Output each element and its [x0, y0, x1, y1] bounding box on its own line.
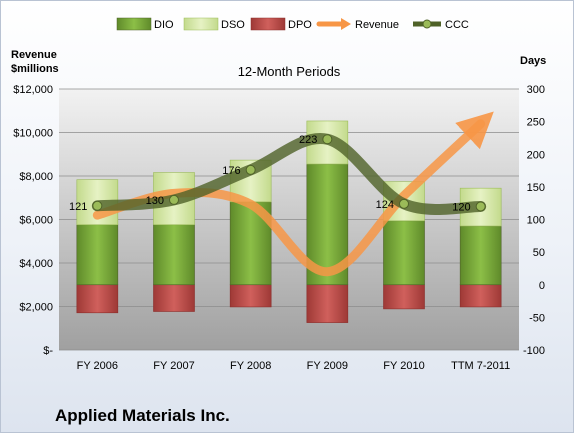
- ccc-series: 121 130 176 223 124 120: [69, 132, 487, 215]
- right-tick-label: 150: [527, 182, 545, 194]
- left-tick-label: $12,000: [13, 84, 53, 96]
- revenue-line: [92, 111, 494, 277]
- ccc-data-label: 176: [222, 165, 240, 177]
- legend-swatch-dio: [116, 17, 152, 31]
- bar-dpo: [76, 284, 119, 314]
- bar-dpo: [383, 284, 425, 310]
- left-tick-label: $4,000: [19, 258, 53, 270]
- bar-dio: [76, 224, 119, 286]
- left-axis-label-line2: $millions: [11, 63, 59, 75]
- company-title: Applied Materials Inc.: [55, 406, 230, 425]
- axes: $- $2,000 $4,000 $6,000 $8,000 $10,000 $12,000…: [13, 84, 545, 372]
- ccc-marker: [322, 134, 333, 145]
- left-axis-label-line1: Revenue: [11, 49, 57, 61]
- bar-dpo: [306, 284, 349, 323]
- left-tick-label: $8,000: [19, 171, 53, 183]
- category-label: FY 2009: [307, 360, 348, 372]
- gridlines: [59, 88, 519, 351]
- right-tick-label: 50: [533, 247, 545, 259]
- ccc-marker: [245, 164, 256, 175]
- ccc-data-label: 124: [376, 199, 394, 211]
- ccc-marker: [475, 201, 486, 212]
- category-label: FY 2008: [230, 360, 271, 372]
- legend-label-ccc: CCC: [445, 19, 469, 31]
- bar-dio: [459, 225, 502, 286]
- right-tick-label: 100: [527, 215, 545, 227]
- category-label: FY 2010: [383, 360, 424, 372]
- left-tick-label: $2,000: [19, 302, 53, 314]
- right-tick-label: -100: [523, 345, 545, 357]
- right-tick-label: -50: [529, 312, 545, 324]
- right-tick-label: 250: [527, 117, 545, 129]
- bar-dio: [153, 224, 195, 286]
- category-label: TTM 7-2011: [451, 360, 510, 372]
- ccc-data-label: 120: [452, 201, 470, 213]
- bar-dio: [383, 220, 425, 286]
- legend-label-revenue: Revenue: [355, 19, 399, 31]
- legend-label-dio: DIO: [154, 19, 174, 31]
- left-tick-label: $6,000: [19, 215, 53, 227]
- legend-marker-ccc: [422, 19, 432, 29]
- left-tick-label: $-: [43, 345, 53, 357]
- ccc-data-label: 130: [146, 195, 164, 207]
- legend-arrow-revenue: [341, 18, 351, 30]
- right-axis-label: Days: [520, 55, 546, 67]
- category-label: FY 2006: [77, 360, 118, 372]
- bar-dpo: [229, 284, 272, 308]
- ccc-marker: [92, 200, 103, 211]
- ccc-data-label: 121: [69, 201, 87, 213]
- legend-label-dpo: DPO: [288, 19, 312, 31]
- chart-title: 12-Month Periods: [238, 64, 341, 79]
- category-label: FY 2007: [153, 360, 194, 372]
- bar-dpo: [459, 284, 502, 308]
- legend-swatch-dso: [183, 17, 219, 31]
- revenue-series: [92, 111, 494, 277]
- right-tick-label: 300: [527, 84, 545, 96]
- ccc-marker: [399, 198, 409, 209]
- right-tick-label: 0: [539, 280, 545, 292]
- right-tick-label: 200: [527, 149, 545, 161]
- left-tick-label: $10,000: [13, 128, 53, 140]
- legend-label-dso: DSO: [221, 19, 245, 31]
- ccc-data-label: 223: [299, 134, 317, 146]
- legend: DIO DSO DPO Revenue CCC: [116, 17, 469, 31]
- bar-dpo: [153, 284, 195, 312]
- legend-swatch-dpo: [250, 17, 286, 31]
- ccc-marker: [169, 194, 179, 205]
